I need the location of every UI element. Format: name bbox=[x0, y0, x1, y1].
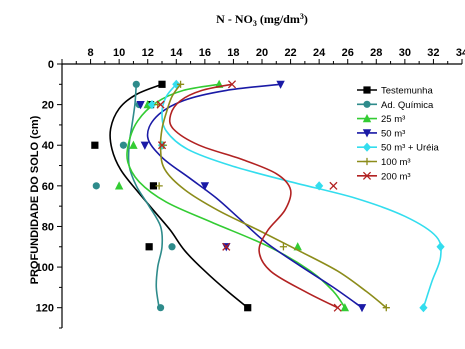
legend-item-testemunha: Testemunha bbox=[357, 86, 433, 97]
y-tick-label: 120 bbox=[36, 303, 54, 315]
legend-swatch-marker bbox=[362, 171, 372, 180]
data-point-50-m3-ureia bbox=[419, 303, 428, 313]
legend-label: 50 m³ bbox=[381, 128, 405, 139]
x-tick-label: 12 bbox=[142, 47, 154, 59]
x-tick-label: 32 bbox=[427, 47, 439, 59]
data-point-200-m3 bbox=[329, 181, 338, 190]
data-point-testemunha bbox=[145, 243, 153, 251]
y-tick-label: 100 bbox=[36, 262, 54, 274]
data-point-50-m3 bbox=[200, 182, 210, 191]
legend-swatch-marker bbox=[363, 157, 371, 166]
data-point-50-m3-ureia bbox=[147, 100, 157, 110]
data-point-ad-quimica bbox=[168, 243, 176, 251]
x-tick-label: 16 bbox=[199, 47, 211, 59]
series-ad-quimica bbox=[92, 80, 176, 312]
data-point-25-m3 bbox=[340, 303, 350, 312]
chart-title-subscript: 3 bbox=[253, 19, 257, 28]
y-tick-label: 40 bbox=[42, 140, 54, 152]
series-line-50-m3 bbox=[146, 83, 363, 309]
data-point-200-m3 bbox=[157, 141, 167, 150]
x-tick-label: 14 bbox=[170, 47, 183, 59]
data-point-200-m3 bbox=[333, 303, 342, 312]
y-axis-title: PROFUNDIDADE DO SOLO (cm) bbox=[29, 115, 41, 284]
data-point-testemunha bbox=[158, 80, 166, 88]
data-point-ad-quimica bbox=[132, 80, 140, 88]
legend-item-100-m3: 100 m³ bbox=[357, 157, 411, 168]
y-tick-label: 20 bbox=[42, 100, 54, 112]
legend-item-25-m3: 25 m³ bbox=[357, 114, 405, 125]
data-point-50-m3 bbox=[276, 80, 285, 89]
series-line-ad-quimica bbox=[127, 84, 164, 308]
data-point-100-m3 bbox=[159, 141, 168, 149]
data-point-testemunha bbox=[149, 182, 158, 190]
chart-title-unit: (mg/dm bbox=[257, 12, 300, 26]
data-point-100-m3 bbox=[155, 182, 163, 190]
x-tick-label: 18 bbox=[227, 47, 239, 59]
data-point-100-m3 bbox=[176, 80, 185, 88]
data-point-50-m3 bbox=[136, 101, 145, 110]
series-line-25-m3 bbox=[126, 83, 346, 309]
legend-swatch-marker bbox=[362, 142, 372, 152]
legend-swatch-marker bbox=[363, 100, 371, 108]
data-point-100-m3 bbox=[382, 304, 390, 312]
data-point-ad-quimica bbox=[92, 182, 100, 190]
data-point-200-m3 bbox=[156, 100, 165, 109]
data-point-testemunha bbox=[244, 304, 252, 312]
x-tick-label: 34 bbox=[456, 47, 465, 59]
series-line-50-m3-ureia bbox=[161, 83, 442, 308]
x-tick-label: 26 bbox=[342, 47, 354, 59]
series-100-m3 bbox=[154, 80, 390, 312]
chart-title-main: N - NO bbox=[216, 12, 253, 26]
data-point-25-m3 bbox=[114, 181, 124, 190]
chart-title-close: ) bbox=[304, 12, 308, 26]
data-point-50-m3 bbox=[140, 141, 150, 150]
legend-swatch-marker bbox=[363, 86, 371, 94]
x-tick-label: 10 bbox=[113, 47, 125, 59]
data-point-testemunha bbox=[91, 141, 99, 149]
x-tick-label: 8 bbox=[88, 47, 94, 59]
y-tick-label: 60 bbox=[42, 181, 54, 193]
legend-label: 25 m³ bbox=[381, 114, 405, 125]
x-tick-label: 30 bbox=[399, 47, 411, 59]
legend: Testemunha Ad. Química 25 m³ 50 m³ 50 m³ + U… bbox=[357, 86, 440, 182]
data-point-200-m3 bbox=[227, 80, 237, 89]
data-point-100-m3 bbox=[279, 243, 288, 251]
data-point-50-m3 bbox=[357, 304, 367, 313]
data-point-50-m3-ureia bbox=[315, 181, 324, 191]
data-point-ad-quimica bbox=[156, 304, 165, 312]
data-point-ad-quimica bbox=[119, 141, 128, 149]
x-tick-label: 22 bbox=[284, 47, 296, 59]
legend-swatch-marker bbox=[362, 114, 372, 123]
y-tick-label: 80 bbox=[42, 221, 54, 233]
series-line-100-m3 bbox=[159, 83, 387, 309]
legend-item-50-m3: 50 m³ bbox=[357, 128, 405, 139]
legend-label: 100 m³ bbox=[381, 157, 411, 168]
legend-item-ad-quimica: Ad. Química bbox=[357, 100, 434, 111]
data-point-200-m3 bbox=[222, 242, 231, 251]
legend-label: 200 m³ bbox=[381, 171, 411, 182]
series-200-m3 bbox=[156, 80, 342, 312]
data-point-25-m3 bbox=[129, 140, 138, 149]
x-tick-label: 24 bbox=[313, 47, 326, 59]
series-line-testemunha bbox=[109, 83, 249, 309]
legend-label: Testemunha bbox=[381, 86, 433, 97]
series-25-m3 bbox=[114, 79, 350, 312]
data-point-50-m3-ureia bbox=[436, 242, 445, 252]
x-tick-label: 28 bbox=[370, 47, 382, 59]
x-tick-label: 20 bbox=[256, 47, 268, 59]
series-line-200-m3 bbox=[168, 83, 339, 309]
y-tick-label: 0 bbox=[48, 59, 54, 71]
legend-label: Ad. Química bbox=[381, 100, 434, 111]
legend-swatch-marker bbox=[362, 129, 372, 138]
plot-area: 8 10 12 14 16 18 20 22 24 26 28 30 32 34 0 20 40 60 80 100 1… bbox=[36, 47, 465, 329]
legend-label: 50 m³ + Uréia bbox=[381, 143, 440, 154]
chart-title-superscript: 3 bbox=[300, 12, 304, 21]
legend-item-200-m3: 200 m³ bbox=[357, 171, 411, 182]
chart-title: N - NO3 (mg/dm3) bbox=[216, 12, 308, 28]
legend-item-50-m3-ureia: 50 m³ + Uréia bbox=[357, 142, 440, 154]
